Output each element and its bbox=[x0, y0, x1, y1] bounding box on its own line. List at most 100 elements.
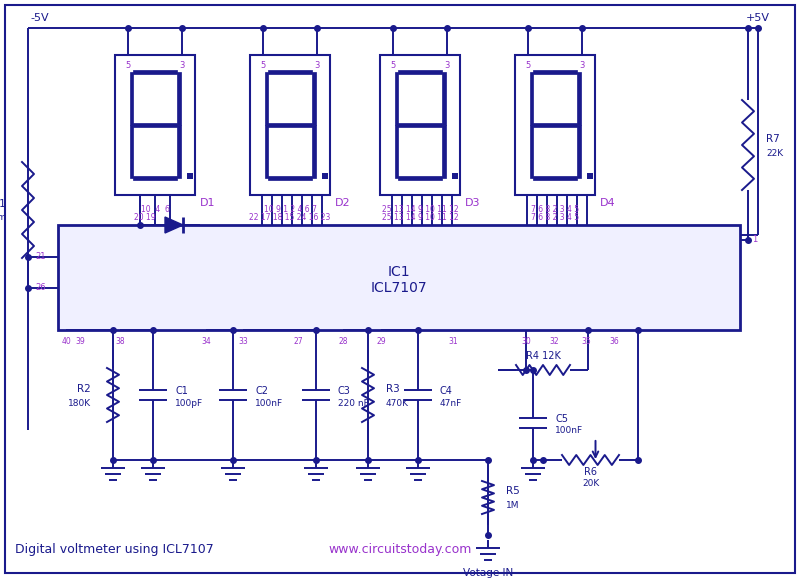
Text: www.circuitstoday.com: www.circuitstoday.com bbox=[328, 543, 472, 557]
Text: Votage IN: Votage IN bbox=[463, 568, 513, 578]
Text: 100nF: 100nF bbox=[255, 398, 283, 407]
Bar bbox=[442, 125, 446, 178]
Text: 25 13 14 9 10 11 12: 25 13 14 9 10 11 12 bbox=[382, 205, 458, 213]
Text: C3: C3 bbox=[338, 386, 351, 396]
Bar bbox=[394, 125, 398, 178]
Text: 3: 3 bbox=[314, 61, 320, 69]
Bar bbox=[187, 173, 193, 179]
Bar bbox=[533, 176, 577, 180]
Text: 5: 5 bbox=[526, 61, 530, 69]
Bar bbox=[177, 72, 181, 125]
Text: 27: 27 bbox=[293, 338, 303, 346]
Text: D2: D2 bbox=[335, 198, 350, 208]
Text: 3: 3 bbox=[444, 61, 450, 69]
Text: R3: R3 bbox=[386, 384, 400, 394]
Bar bbox=[533, 123, 577, 127]
Text: 100nF: 100nF bbox=[555, 426, 583, 435]
Text: 5: 5 bbox=[126, 61, 130, 69]
Text: 7 6 8 2 3 4 5: 7 6 8 2 3 4 5 bbox=[531, 205, 579, 213]
Text: R2: R2 bbox=[78, 384, 91, 394]
Text: 1M: 1M bbox=[506, 501, 519, 510]
Bar bbox=[268, 70, 312, 73]
Text: 25 13 14 9 10 11 12: 25 13 14 9 10 11 12 bbox=[382, 213, 458, 221]
Text: +5V: +5V bbox=[746, 13, 770, 23]
Bar bbox=[115, 55, 195, 195]
Polygon shape bbox=[165, 217, 183, 233]
Text: C4: C4 bbox=[440, 386, 453, 396]
Text: 10 9 1 2 4 6 7: 10 9 1 2 4 6 7 bbox=[263, 205, 317, 213]
Bar bbox=[577, 72, 581, 125]
Text: 28: 28 bbox=[338, 338, 348, 346]
Bar bbox=[250, 55, 330, 195]
Text: 29: 29 bbox=[376, 338, 386, 346]
Bar bbox=[452, 173, 458, 179]
Text: C2: C2 bbox=[255, 386, 268, 396]
Bar bbox=[533, 70, 577, 73]
Text: -5V: -5V bbox=[30, 13, 49, 23]
Bar bbox=[268, 176, 312, 180]
Bar bbox=[265, 72, 268, 125]
Bar bbox=[530, 125, 533, 178]
Bar bbox=[312, 125, 315, 178]
Text: D3: D3 bbox=[465, 198, 481, 208]
Bar bbox=[442, 72, 446, 125]
Text: ICL7107: ICL7107 bbox=[370, 280, 427, 295]
Text: 20 19: 20 19 bbox=[134, 213, 156, 221]
Text: 3: 3 bbox=[179, 61, 185, 69]
Text: R7: R7 bbox=[766, 134, 780, 144]
Text: 30: 30 bbox=[521, 338, 531, 346]
Text: 180K: 180K bbox=[68, 398, 91, 407]
Text: Digital voltmeter using ICL7107: Digital voltmeter using ICL7107 bbox=[15, 543, 214, 557]
Text: C1: C1 bbox=[175, 386, 188, 396]
Text: 21: 21 bbox=[35, 252, 46, 261]
Text: 5: 5 bbox=[260, 61, 266, 69]
Text: 33: 33 bbox=[238, 338, 248, 346]
Bar bbox=[177, 125, 181, 178]
Bar bbox=[398, 70, 442, 73]
Bar bbox=[322, 173, 328, 179]
Text: 32: 32 bbox=[549, 338, 559, 346]
Bar bbox=[312, 72, 315, 125]
Text: 7 6 8 2 3 4 5: 7 6 8 2 3 4 5 bbox=[531, 213, 579, 221]
Text: 5: 5 bbox=[390, 61, 396, 69]
Text: R6: R6 bbox=[584, 467, 597, 477]
Bar bbox=[133, 70, 177, 73]
Text: 3: 3 bbox=[579, 61, 585, 69]
Text: 20K: 20K bbox=[582, 479, 599, 487]
Text: IC1: IC1 bbox=[388, 265, 410, 280]
Bar bbox=[515, 55, 595, 195]
Text: C5: C5 bbox=[555, 413, 568, 424]
Bar bbox=[130, 72, 133, 125]
Bar bbox=[577, 125, 581, 178]
Text: 34: 34 bbox=[201, 338, 211, 346]
Text: 31: 31 bbox=[448, 338, 458, 346]
Text: 40: 40 bbox=[61, 338, 71, 346]
Bar bbox=[380, 55, 460, 195]
Text: 22K: 22K bbox=[766, 149, 783, 157]
Text: 100pF: 100pF bbox=[175, 398, 203, 407]
Text: D1: D1 bbox=[200, 198, 215, 208]
Text: 36: 36 bbox=[609, 338, 619, 346]
Bar bbox=[133, 123, 177, 127]
Bar bbox=[398, 123, 442, 127]
Text: R1: R1 bbox=[0, 199, 6, 209]
Bar bbox=[130, 125, 133, 178]
Bar bbox=[268, 123, 312, 127]
Bar bbox=[265, 125, 268, 178]
Text: 47nF: 47nF bbox=[440, 398, 462, 407]
Text: 35: 35 bbox=[581, 338, 591, 346]
Text: 10  4  6: 10 4 6 bbox=[141, 205, 170, 213]
Bar bbox=[587, 173, 593, 179]
Text: 39: 39 bbox=[75, 338, 85, 346]
Text: 26: 26 bbox=[35, 283, 46, 292]
Text: 1: 1 bbox=[752, 235, 758, 244]
Text: R4 12K: R4 12K bbox=[526, 351, 561, 361]
Bar bbox=[58, 225, 740, 330]
Bar bbox=[530, 72, 533, 125]
Text: 38: 38 bbox=[115, 338, 125, 346]
Bar bbox=[133, 176, 177, 180]
Text: 470K: 470K bbox=[386, 398, 409, 407]
Bar bbox=[398, 176, 442, 180]
Text: 220 nF: 220 nF bbox=[338, 398, 369, 407]
Text: R5: R5 bbox=[506, 487, 520, 497]
